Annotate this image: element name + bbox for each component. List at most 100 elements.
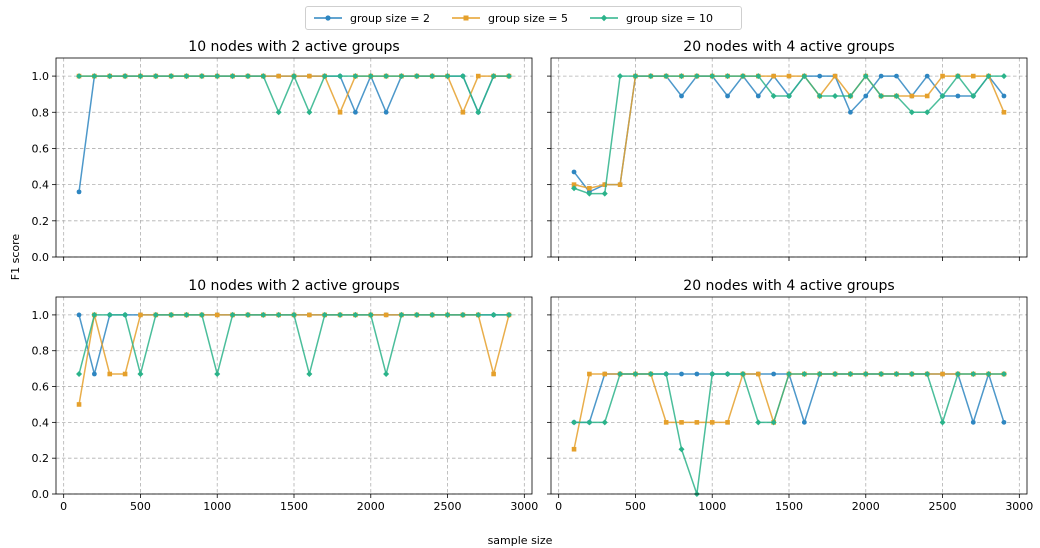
data-point [679, 420, 684, 425]
data-point [725, 93, 730, 99]
data-point [291, 311, 297, 318]
data-point [571, 446, 577, 452]
data-point [970, 73, 976, 79]
x-tick-label: 2500 [929, 500, 957, 513]
y-tick-label: 0.0 [32, 251, 50, 264]
data-point [137, 73, 144, 80]
data-point [924, 73, 930, 79]
data-point [832, 371, 839, 378]
data-point [321, 311, 328, 318]
y-tick-label: 0.8 [32, 106, 50, 119]
data-point [693, 73, 700, 80]
subplot-title: 20 nodes with 4 active groups [683, 39, 894, 55]
x-tick-label: 2000 [852, 500, 880, 513]
data-point [260, 311, 267, 318]
data-point [893, 92, 900, 99]
data-point [214, 73, 221, 80]
data-point [291, 73, 297, 80]
data-point [383, 312, 389, 318]
data-point [275, 109, 282, 116]
series-line [574, 373, 1004, 495]
data-point [444, 311, 451, 318]
data-point [505, 73, 512, 80]
data-point [801, 371, 808, 378]
data-point [229, 73, 236, 80]
data-point [908, 109, 915, 116]
data-point [878, 92, 885, 99]
data-point [801, 419, 807, 425]
data-point [1001, 93, 1007, 99]
data-point [647, 371, 654, 378]
data-point [954, 371, 961, 378]
data-point [709, 371, 716, 378]
data-point [647, 73, 654, 80]
legend-label: group size = 10 [625, 11, 713, 25]
data-point [955, 93, 961, 99]
data-point [106, 311, 113, 318]
x-tick-label: 1500 [775, 500, 803, 513]
data-point [571, 182, 577, 187]
data-point [122, 371, 128, 377]
subplot-4: 0 500 1000 1500 2000 2500 3000 20 nodes with 4 … [547, 278, 1033, 513]
data-point [91, 73, 98, 80]
data-point [122, 73, 129, 80]
x-tick-label: 2500 [434, 500, 462, 513]
data-point [229, 311, 236, 318]
data-point [586, 190, 593, 197]
data-point [353, 109, 358, 115]
data-point [571, 419, 578, 426]
data-point [617, 371, 624, 378]
subplot-title: 20 nodes with 4 active groups [683, 278, 894, 294]
data-point [970, 419, 976, 425]
x-tick-label: 1500 [280, 500, 308, 513]
data-point [490, 311, 497, 318]
data-point [863, 93, 869, 99]
data-point [739, 73, 746, 80]
data-point [847, 371, 854, 378]
data-point [724, 73, 731, 80]
data-point [893, 371, 900, 378]
data-point [152, 311, 159, 318]
data-point [755, 371, 761, 377]
subplot-1: 0.0 0.2 0.4 0.6 0.8 1.0 10 nodes with 2 active… [32, 39, 533, 264]
data-point [76, 73, 83, 80]
data-point [137, 371, 144, 378]
data-point [214, 312, 220, 318]
y-tick-label: 0.4 [32, 179, 50, 192]
x-tick-label: 0 [555, 500, 562, 513]
data-point [602, 371, 608, 377]
data-point [848, 109, 853, 115]
data-point [306, 109, 313, 116]
data-point [413, 311, 420, 318]
data-point [985, 371, 992, 378]
data-point [321, 73, 328, 80]
data-point [678, 446, 685, 453]
data-point [739, 371, 746, 378]
data-point [429, 73, 436, 80]
data-point [168, 311, 175, 318]
data-point [475, 311, 482, 318]
subplot-2: 20 nodes with 4 active groups [547, 39, 1028, 261]
legend-item-group-size-10: group size = 10 [589, 11, 713, 25]
data-point [244, 311, 251, 318]
data-point [1000, 73, 1007, 80]
data-point [632, 73, 639, 80]
data-point [76, 371, 83, 378]
data-point [663, 420, 669, 425]
data-point [398, 73, 405, 80]
x-tick-label: 2000 [357, 500, 385, 513]
data-point [244, 73, 251, 80]
data-point [76, 189, 82, 195]
data-point [106, 73, 113, 80]
data-point [709, 73, 716, 80]
data-point [770, 419, 777, 426]
subplot-title: 10 nodes with 2 active groups [188, 278, 399, 294]
data-point [337, 109, 343, 115]
legend: group size = 2 group size = 5 group size… [305, 6, 742, 30]
data-point [617, 73, 624, 80]
y-axis-label: F1 score [9, 234, 22, 281]
data-point [878, 371, 885, 378]
data-point [383, 73, 390, 80]
y-tick-label: 0.8 [32, 345, 50, 358]
